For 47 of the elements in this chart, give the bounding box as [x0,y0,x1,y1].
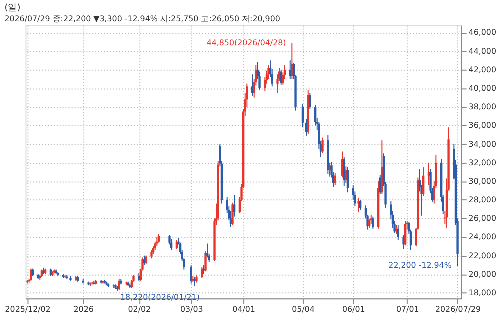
candlestick [322,137,324,154]
y-tick-label: 24,000 [468,232,496,242]
y-tick-label: 30,000 [468,176,496,186]
annotation: 22,200 -12.94% [388,260,452,270]
candlestick [359,200,362,211]
y-tick-label: 44,000 [468,46,496,56]
y-tick-label: 26,000 [468,214,496,224]
x-tick-label: 07/01 [396,304,420,314]
x-tick-label: 2026 [74,304,94,314]
candlestick [268,64,270,80]
y-tick-label: 40,000 [468,84,496,94]
y-tick-label: 38,000 [468,102,496,112]
candlestick [302,104,304,128]
candlestick [233,194,236,218]
candlestick [422,167,425,197]
x-tick-label: 05/04 [292,304,315,314]
x-tick-label: 2025/12/02 [5,304,51,314]
y-tick-label: 18,000 [468,288,496,298]
chart-subtitle: 2026/07/29 종:22,200 ▼3,300 -12.94% 시:25,750 고:26,050 저:20,900 [4,14,280,24]
candlestick [314,104,317,126]
x-tick-label: 04/01 [232,304,256,314]
y-tick-label: 32,000 [468,158,496,168]
y-tick-label: 20,000 [468,270,496,279]
candlestick [404,220,407,246]
candlestick [397,224,400,241]
annotation: 44,850(2026/04/28) [206,38,286,48]
candlestick [251,74,254,96]
y-tick-label: 34,000 [468,140,496,149]
candlestick [341,151,344,178]
y-tick-label: 46,000 [468,28,496,38]
x-tick-label: 2026/07/29 [435,304,482,314]
chart-title: (일) [4,3,21,14]
candlestick [358,198,360,213]
x-tick-label: 03/03 [180,304,204,314]
candlestick [206,243,209,258]
y-tick-label: 36,000 [468,121,496,130]
x-tick-label: 02/02 [128,304,152,314]
candlestick [334,172,336,186]
y-tick-label: 22,000 [468,251,496,260]
candlestick [372,216,374,230]
y-tick-label: 42,000 [468,65,496,74]
candlestick [170,238,173,251]
y-tick-label: 28,000 [468,196,496,205]
candlestick [309,92,312,110]
candlestick [232,202,234,226]
candlestick [156,236,158,248]
x-tick-label: 06/01 [342,304,366,314]
